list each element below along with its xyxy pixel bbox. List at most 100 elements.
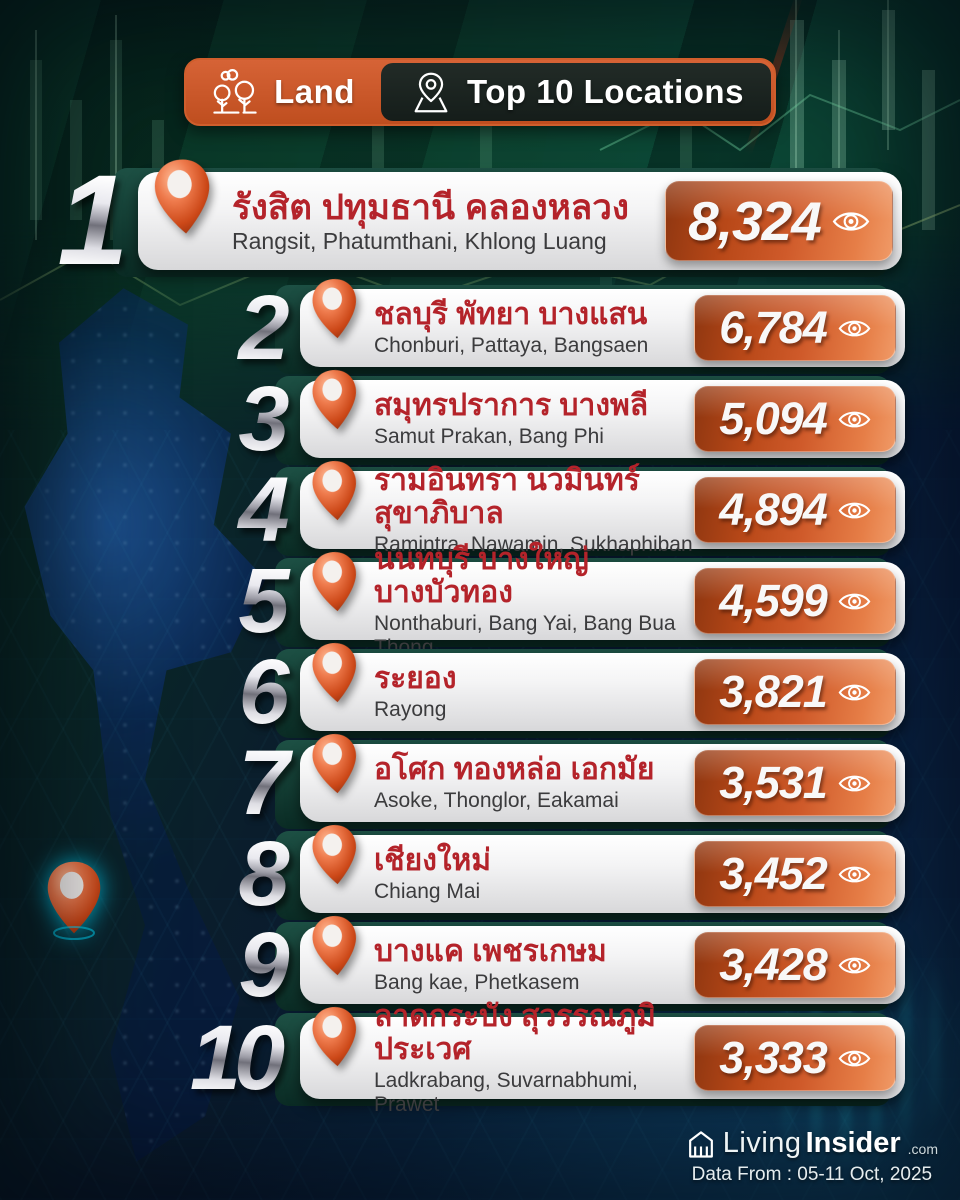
data-range-label: Data From : 05-11 Oct, 2025	[691, 1164, 933, 1185]
eye-icon	[838, 498, 871, 523]
location-name-thai: สมุทรปราการ บางพลี	[374, 389, 649, 423]
category-label: Land	[274, 73, 355, 110]
map-pin-3d-icon	[308, 819, 362, 891]
ranking-row-4: 4 รามอินทรา นวมินทร์ สุขาภิบาล Ramintra,…	[228, 464, 905, 556]
location-name-thai: ชลบุรี พัทยา บางแสน	[374, 298, 648, 332]
rank-number: 1	[48, 157, 138, 285]
rank-number: 6	[228, 646, 300, 738]
views-badge: 3,452	[694, 841, 896, 907]
views-count: 3,452	[719, 848, 828, 899]
location-card: บางแค เพชรเกษม Bang kae, Phetkasem 3,428	[275, 926, 905, 1011]
ranking-row-6: 6 ระยอง Rayong 3,821	[228, 646, 905, 738]
views-count: 3,428	[719, 939, 828, 990]
location-names: สมุทรปราการ บางพลี Samut Prakan, Bang Ph…	[374, 389, 648, 448]
location-card: เชียงใหม่ Chiang Mai 3,452	[275, 835, 905, 920]
map-pin-3d-icon	[308, 546, 362, 618]
ranking-row-10: 10 ลาดกระบัง สุวรรณภูมิ ประเวศ Ladkraban…	[168, 1000, 905, 1116]
header-badge: Land Top 10 Locations	[184, 58, 776, 126]
eye-icon	[838, 407, 871, 432]
location-names: อโศก ทองหล่อ เอกมัย Asoke, Thonglor, Eak…	[374, 753, 654, 812]
map-pin-3d-icon	[308, 364, 362, 436]
brand-living: Living	[722, 1127, 802, 1159]
rank-number: 8	[228, 828, 300, 920]
map-pin-3d-icon	[308, 273, 362, 345]
brand-tld: .com	[907, 1141, 938, 1157]
brand-insider: Insider	[805, 1127, 901, 1159]
eye-icon	[838, 316, 871, 341]
rank-number: 3	[228, 373, 300, 465]
location-name-thai: อโศก ทองหล่อ เอกมัย	[374, 753, 655, 787]
location-card: รังสิต ปทุมธานี คลองหลวง Rangsit, Phatum…	[113, 172, 902, 277]
location-name-english: Chiang Mai	[374, 880, 481, 904]
location-card: ลาดกระบัง สุวรรณภูมิ ประเวศ Ladkrabang, …	[275, 1000, 905, 1116]
trees-icon	[209, 68, 261, 116]
eye-icon	[838, 953, 871, 978]
location-name-thai: บางแค เพชรเกษม	[374, 935, 607, 969]
cyan-map-pin-icon	[45, 855, 103, 940]
eye-icon	[838, 862, 871, 887]
rank-number: 2	[228, 282, 300, 374]
views-count: 5,094	[719, 393, 828, 444]
views-badge: 3,531	[694, 750, 896, 816]
location-card: สมุทรปราการ บางพลี Samut Prakan, Bang Ph…	[275, 380, 905, 465]
map-pin-3d-icon	[308, 1001, 362, 1073]
page-title: Top 10 Locations	[467, 73, 744, 110]
location-names: เชียงใหม่ Chiang Mai	[374, 844, 491, 903]
eye-icon	[838, 589, 871, 614]
location-name-english: Bang kae, Phetkasem	[374, 971, 580, 995]
views-count: 3,333	[719, 1032, 828, 1083]
views-badge: 4,894	[694, 477, 896, 543]
views-count: 3,531	[719, 757, 828, 808]
rank-number: 9	[228, 919, 300, 1011]
views-badge: 6,784	[694, 295, 896, 361]
location-name-thai: รามอินทรา นวมินทร์ สุขาภิบาล	[374, 463, 640, 531]
location-name-thai: เชียงใหม่	[374, 844, 492, 878]
ranking-row-9: 9 บางแค เพชรเกษม Bang kae, Phetkasem 3,4…	[228, 919, 905, 1011]
location-name-thai: รังสิต ปทุมธานี คลองหลวง	[232, 187, 629, 227]
footer: Living Insider .com Data From : 05-11 Oc…	[686, 1127, 938, 1186]
views-badge: 8,324	[665, 181, 893, 261]
location-name-english: Samut Prakan, Bang Phi	[374, 425, 604, 449]
location-name-english: Asoke, Thonglor, Eakamai	[374, 789, 619, 813]
views-badge: 3,428	[694, 932, 896, 998]
location-card: อโศก ทองหล่อ เอกมัย Asoke, Thonglor, Eak…	[275, 744, 905, 829]
eye-icon	[838, 1046, 871, 1071]
views-badge: 4,599	[694, 568, 896, 634]
eye-icon	[832, 207, 870, 236]
map-pin-3d-icon	[308, 910, 362, 982]
location-name-english: Chonburi, Pattaya, Bangsaen	[374, 334, 649, 358]
eye-icon	[838, 680, 871, 705]
views-count: 4,599	[719, 575, 828, 626]
location-names: ระยอง Rayong	[374, 662, 456, 721]
rank-number: 4	[228, 464, 300, 556]
location-names: บางแค เพชรเกษม Bang kae, Phetkasem	[374, 935, 607, 994]
brand-logo: Living Insider .com	[686, 1127, 938, 1160]
location-card: รามอินทรา นวมินทร์ สุขาภิบาล Ramintra, N…	[275, 471, 905, 556]
category-segment: Land	[186, 60, 378, 124]
location-card: ชลบุรี พัทยา บางแสน Chonburi, Pattaya, B…	[275, 289, 905, 374]
rank-number: 10	[168, 1012, 300, 1104]
rank-number: 5	[228, 555, 300, 647]
map-pin-3d-icon	[149, 153, 216, 242]
location-names: รังสิต ปทุมธานี คลองหลวง Rangsit, Phatum…	[232, 188, 629, 255]
location-names: ลาดกระบัง สุวรรณภูมิ ประเวศ Ladkrabang, …	[374, 1000, 694, 1116]
living-insider-house-icon	[686, 1129, 716, 1159]
location-names: ชลบุรี พัทยา บางแสน Chonburi, Pattaya, B…	[374, 298, 648, 357]
title-segment: Top 10 Locations	[381, 63, 771, 121]
map-pin-3d-icon	[308, 637, 362, 709]
ranking-list: 1 รังสิต ปทุมธานี คลองหลวง Rangsit, Phat…	[0, 157, 960, 1116]
views-count: 6,784	[719, 302, 828, 353]
location-name-english: Ramintra, Nawamin, Sukhaphiban	[374, 532, 693, 556]
rank-number: 7	[228, 737, 300, 829]
ranking-row-8: 8 เชียงใหม่ Chiang Mai 3,452	[228, 828, 905, 920]
location-name-english: Rayong	[374, 698, 447, 722]
location-card: นนทบุรี บางใหญ่ บางบัวทอง Nonthaburi, Ba…	[275, 543, 905, 659]
map-pin-outline-icon	[408, 71, 454, 114]
views-count: 8,324	[688, 190, 822, 252]
views-badge: 5,094	[694, 386, 896, 452]
ranking-row-7: 7 อโศก ทองหล่อ เอกมัย Asoke, Thonglor, E…	[228, 737, 905, 829]
location-name-english: Rangsit, Phatumthani, Khlong Luang	[232, 227, 607, 254]
location-name-thai: ลาดกระบัง สุวรรณภูมิ ประเวศ	[374, 999, 656, 1067]
location-names: รามอินทรา นวมินทร์ สุขาภิบาล Ramintra, N…	[374, 464, 694, 557]
